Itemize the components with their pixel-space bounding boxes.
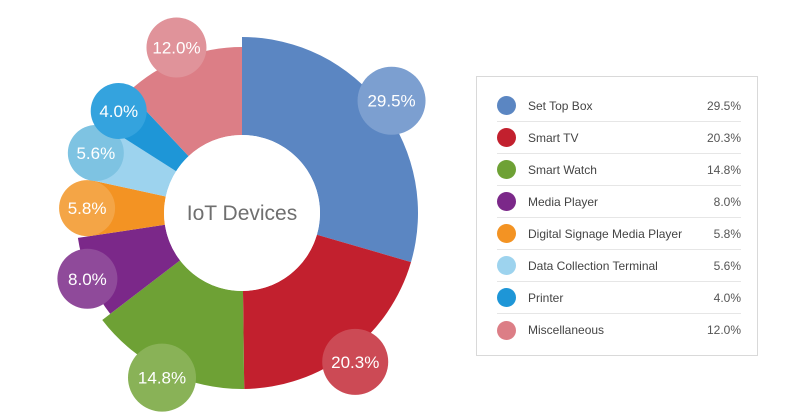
data-label: 8.0% [68,270,107,289]
value-bubble-circle [357,66,426,135]
legend-swatch [497,320,516,340]
legend-label: Media Player [528,194,599,209]
value-bubble-miscellaneous: 12.0% [146,17,207,78]
value-bubble-circle [90,83,147,140]
slice-smart-tv [242,234,412,389]
legend-item-media-player: Media Player 8.0% [497,186,741,218]
value-bubble-digital-signage-media-player: 5.8% [59,180,116,237]
legend-value: 12.0% [706,323,741,337]
legend-value: 4.0% [713,290,741,305]
legend-label: Data Collection Terminal [528,258,658,273]
slice-smart-watch [102,260,245,390]
value-bubble-smart-tv: 20.3% [322,328,389,395]
donut-center-hole [164,135,320,291]
data-label: 5.6% [76,144,115,163]
data-label: 5.8% [68,199,107,218]
legend-value: 5.6% [713,258,741,273]
legend-item-printer: Printer 4.0% [497,282,741,314]
legend-swatch [497,224,516,243]
value-bubble-data-collection-terminal: 5.6% [67,124,124,181]
legend-item-smart-tv: Smart TV 20.3% [497,122,741,154]
legend: Set Top Box 29.5% Smart TV 20.3% Smart Watch… [476,76,758,356]
legend-value: 20.3% [706,130,741,145]
legend-label: Smart TV [528,130,579,145]
data-label: 20.3% [331,353,379,372]
value-bubble-smart-watch: 14.8% [128,343,197,412]
slice-set-top-box [242,37,418,263]
value-bubble-circle [128,343,197,412]
legend-item-set-top-box: Set Top Box 29.5% [497,90,741,122]
value-bubble-circle [59,180,116,237]
chart-title: IoT Devices [187,202,298,225]
legend-swatch [497,96,516,115]
value-bubble-media-player: 8.0% [57,248,118,309]
value-bubble-printer: 4.0% [90,83,147,140]
legend-item-miscellaneous: Miscellaneous 12.0% [497,314,741,346]
value-bubble-set-top-box: 29.5% [357,66,426,135]
legend-item-digital-signage-media-player: Digital Signage Media Player 5.8% [497,218,741,250]
value-bubble-circle [67,124,124,181]
legend-swatch [497,160,516,179]
legend-label: Smart Watch [528,162,597,177]
legend-value: 29.5% [706,98,741,113]
legend-swatch [497,192,516,211]
legend-value: 8.0% [713,194,741,209]
value-bubble-circle [146,17,207,78]
legend-label: Printer [528,290,564,305]
legend-item-data-collection-terminal: Data Collection Terminal 5.6% [497,250,741,282]
data-label: 4.0% [99,102,138,121]
legend-value: 5.8% [713,226,741,241]
legend-swatch [497,256,516,275]
value-bubbles: 29.5% 20.3% 14.8% 8.0% 5.8% 5.6% 4.0% 12.0% [57,17,426,412]
legend-label: Set Top Box [528,98,593,113]
data-label: 29.5% [367,92,415,111]
value-bubble-circle [57,248,118,309]
legend-label: Miscellaneous [528,323,605,337]
legend-value: 14.8% [706,162,741,177]
value-bubble-circle [322,328,389,395]
data-label: 14.8% [138,369,186,388]
legend-item-smart-watch: Smart Watch 14.8% [497,154,741,186]
legend-swatch [497,288,516,307]
legend-label: Digital Signage Media Player [528,226,683,241]
data-label: 12.0% [152,38,200,57]
legend-swatch [497,128,516,147]
slice-miscellaneous [128,47,242,157]
